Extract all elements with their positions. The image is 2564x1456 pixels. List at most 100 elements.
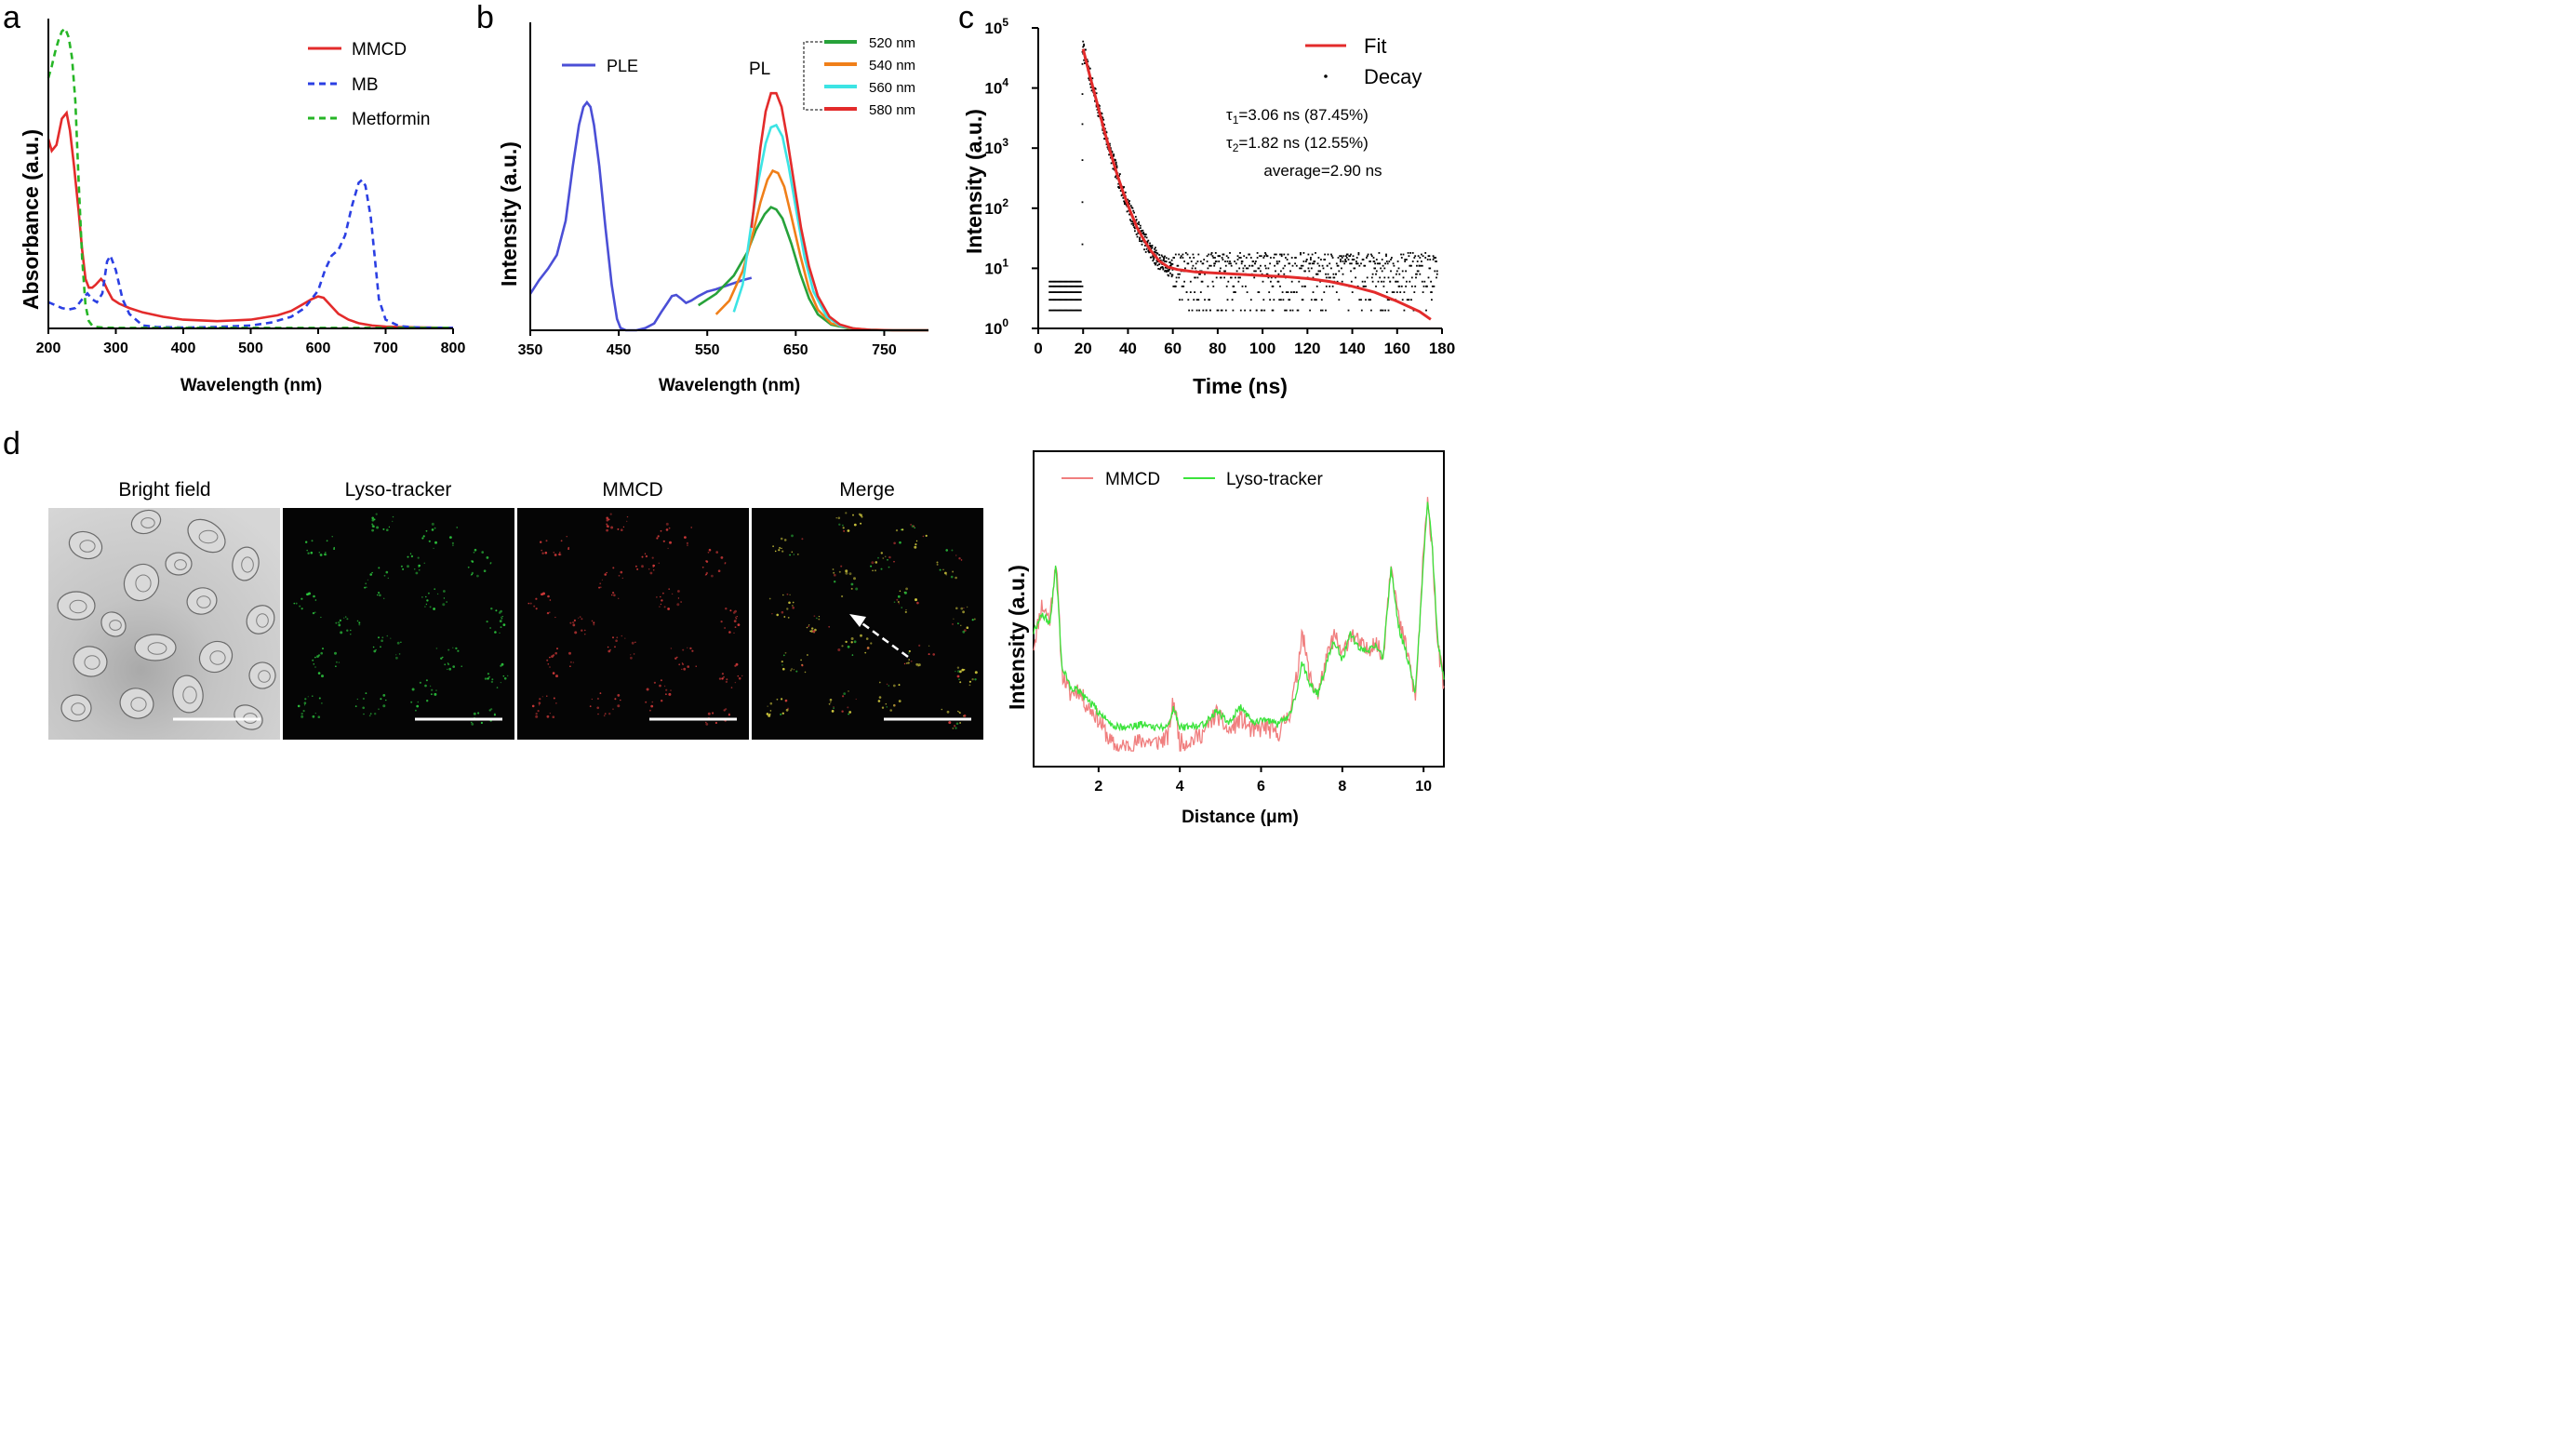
lyso-tracker-puncta-2-4 [449,536,452,539]
mmcd-puncta-15-12 [728,713,730,715]
lyso-tracker-puncta-17-13 [418,566,420,568]
decay-point-760 [1284,264,1286,267]
decay-point-645 [1234,260,1235,262]
merge-puncta-7-3 [971,619,974,621]
mmcd-puncta-17-12 [641,565,644,568]
lyso-tracker-puncta-5-7 [365,582,367,585]
merge-image [752,508,983,740]
x-tick-60: 60 [1164,340,1182,357]
decay-point-867 [1330,255,1333,258]
decay-point-819 [1310,299,1313,301]
merge-puncta-0-1 [780,537,783,541]
decay-point-77 [1065,291,1067,293]
decay-point-767 [1287,291,1289,293]
merge-puncta-11-2 [956,675,960,678]
decay-point-272 [1113,167,1115,170]
merge-puncta-14-11 [892,684,896,688]
decay-point-423 [1153,257,1155,259]
merge-puncta-5-10 [833,571,835,574]
decay-point-327 [1128,201,1130,204]
mmcd-puncta-17-3 [649,571,653,575]
merge-puncta-11-7 [968,684,971,687]
decay-point-357 [1135,234,1138,235]
decay-point-540 [1189,291,1192,293]
decay-point-218 [1099,105,1101,107]
lyso-tracker-puncta-0-2 [333,546,335,549]
decay-point-118 [1074,285,1076,287]
decay-point-887 [1340,260,1342,262]
decay-point-612 [1220,276,1222,279]
decay-point-1038 [1406,259,1408,260]
lyso-tracker-puncta-13-0 [363,713,365,715]
mmcd-puncta-9-10 [608,649,611,653]
merge-puncta-14-8 [888,685,890,687]
lyso-tracker-puncta-8-0 [335,661,338,663]
merge-puncta-0-0 [789,554,791,556]
decay-point-1025 [1400,253,1402,256]
merge-puncta-6-9 [893,601,896,603]
decay-point-580 [1207,267,1209,270]
panel-label-a: a [3,0,20,35]
mmcd-puncta-10-0 [687,665,689,668]
decay-point-734 [1273,299,1275,301]
merge-puncta-7-0 [955,607,958,610]
lyso-tracker-puncta-0-4 [324,552,327,554]
decay-point-933 [1360,262,1362,265]
decay-point-36 [1056,299,1059,301]
decay-point-1098 [1432,259,1435,260]
bright-field-nucleus-5 [135,574,152,593]
decay-point-266 [1111,151,1114,154]
decay-point-565 [1199,291,1202,293]
decay-point-932 [1360,299,1362,301]
decay-point-774 [1290,291,1292,293]
decay-point-414 [1150,247,1153,250]
decay-point-1081 [1424,252,1427,254]
lyso-tracker-puncta-17-1 [417,556,420,559]
merge-puncta-0-6 [791,551,794,554]
decay-point-30 [1055,309,1058,312]
mmcd-puncta-10-1 [674,657,677,660]
mmcd-puncta-13-1 [620,699,621,701]
decay-point-1066 [1417,270,1420,273]
mmcd-puncta-5-5 [620,570,623,574]
decay-point-581 [1208,253,1210,256]
decay-point-155 [1082,46,1085,48]
mmcd-puncta-11-4 [738,677,741,680]
mmcd-puncta-6-3 [668,588,671,591]
decay-point-982 [1382,309,1384,312]
decay-point-119 [1074,280,1076,283]
chart-b: 350 450 550 650 750 Wavelength (nm) Intensit… [497,22,928,395]
x-tick-80: 80 [1209,340,1226,357]
decay-point-156 [1083,43,1085,46]
decay-point-1015 [1396,280,1397,283]
mmcd-puncta-10-3 [681,668,683,671]
decay-point-721 [1267,267,1270,270]
decay-point-482 [1168,270,1170,273]
decay-point-519 [1182,253,1184,256]
y-tick-3: 103 [984,136,1008,157]
chart-d-series [1033,497,1445,752]
decay-point-858 [1327,253,1329,256]
decay-point-76 [1065,299,1067,301]
decay-point-1036 [1405,285,1407,287]
decay-point-1031 [1402,253,1405,256]
merge-puncta-5-8 [832,568,835,570]
merge-puncta-5-13 [850,587,853,590]
decay-point-124 [1075,280,1077,283]
decay-point-744 [1277,280,1280,283]
legend-label-lyso-profile: Lyso-tracker [1226,470,1323,489]
decay-point-739 [1275,253,1277,256]
decay-point-590 [1211,280,1214,283]
decay-point-147 [1081,201,1084,204]
merge-puncta-8-13 [795,670,798,673]
decay-point-738 [1275,276,1276,279]
mmcd-puncta-6-7 [680,601,682,603]
merge-puncta-2-5 [899,541,901,544]
decay-point-88 [1067,285,1070,287]
decay-point-702 [1260,264,1262,267]
decay-point-904 [1347,309,1350,312]
lyso-tracker-puncta-11-0 [488,675,490,678]
x-tick-450: 450 [607,342,632,358]
merge-puncta-6-6 [915,598,917,602]
lyso-tracker-puncta-5-4 [365,586,367,589]
